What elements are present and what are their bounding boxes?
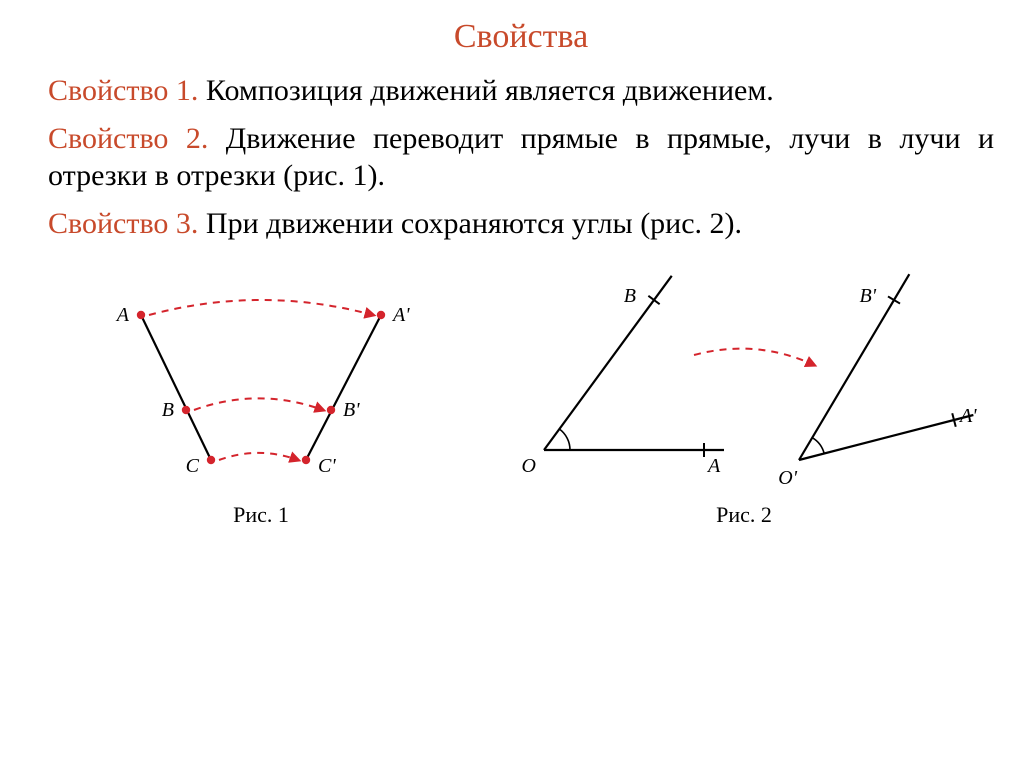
figure-1: A B C A' B' C' Рис. 1 [48,270,474,528]
svg-text:B': B' [343,399,360,421]
figure-2-svg: O A B O' A' B' [494,270,994,500]
svg-text:C: C [186,455,200,477]
svg-text:A: A [115,304,130,326]
svg-text:B': B' [860,285,877,307]
figure-2-caption: Рис. 2 [716,502,772,528]
property-1-text: Композиция движений является движением. [198,74,773,107]
page-title: Свойства [48,18,994,56]
svg-text:O': O' [778,467,797,489]
svg-text:C': C' [318,455,336,477]
svg-text:A': A' [958,405,977,427]
svg-text:O: O [522,455,536,477]
figure-1-svg: A B C A' B' C' [51,270,471,500]
svg-text:B: B [162,399,174,421]
property-1-label: Свойство 1. [48,74,198,107]
property-2: Свойство 2. Движение переводит прямые в … [48,120,994,195]
figure-1-caption: Рис. 1 [233,502,289,528]
property-2-label: Свойство 2. [48,122,208,155]
svg-text:A': A' [391,304,410,326]
svg-text:A: A [706,455,721,477]
property-3-text: При движении сохраняются углы (рис. 2). [198,207,742,240]
property-3: Свойство 3. При движении сохраняются угл… [48,205,994,243]
figure-2: O A B O' A' B' Рис. 2 [494,270,994,528]
svg-text:B: B [624,285,636,307]
page-root: Свойства Свойство 1. Композиция движений… [0,0,1024,767]
figures-row: A B C A' B' C' Рис. 1 O A B O' A' B' Рис. 2 [48,270,994,528]
property-3-label: Свойство 3. [48,207,198,240]
property-1: Свойство 1. Композиция движений является… [48,72,994,110]
